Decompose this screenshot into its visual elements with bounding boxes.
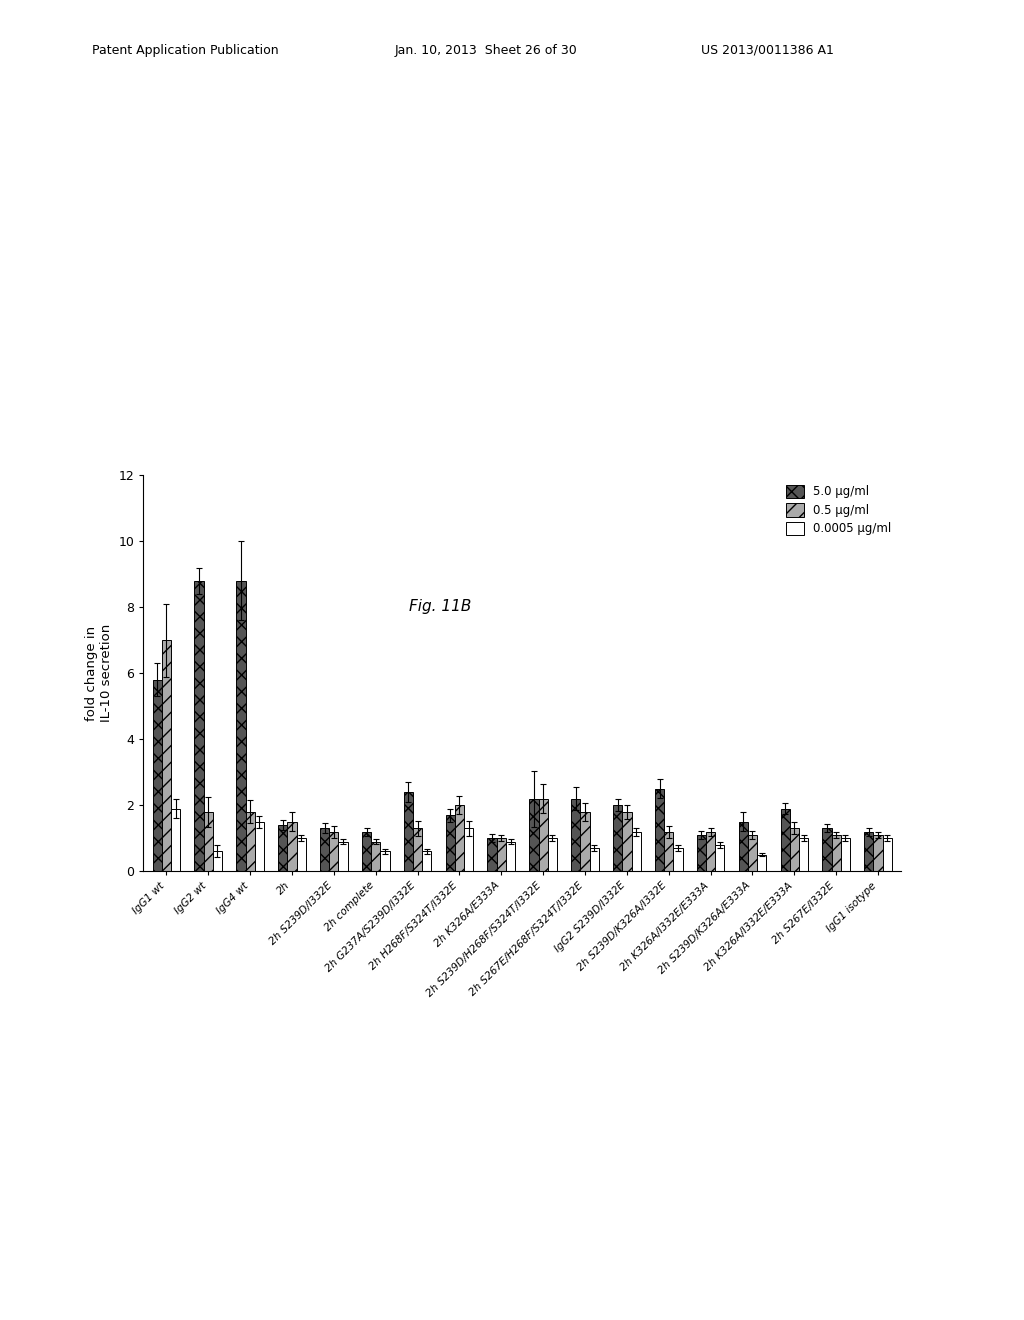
Bar — [246, 812, 255, 871]
Bar — [204, 812, 213, 871]
Bar — [831, 836, 841, 871]
Bar — [790, 829, 799, 871]
Bar — [279, 825, 288, 871]
Text: Fig. 11B: Fig. 11B — [410, 599, 471, 614]
Bar — [255, 821, 264, 871]
Text: Jan. 10, 2013  Sheet 26 of 30: Jan. 10, 2013 Sheet 26 of 30 — [394, 44, 577, 57]
Bar — [748, 836, 757, 871]
Bar — [822, 829, 831, 871]
Y-axis label: fold change in
IL-10 secretion: fold change in IL-10 secretion — [85, 624, 113, 722]
Bar — [506, 842, 515, 871]
Bar — [297, 838, 306, 871]
Bar — [445, 814, 455, 871]
Legend: 5.0 μg/ml, 0.5 μg/ml, 0.0005 μg/ml: 5.0 μg/ml, 0.5 μg/ml, 0.0005 μg/ml — [782, 480, 895, 539]
Bar — [497, 838, 506, 871]
Bar — [162, 640, 171, 871]
Bar — [665, 832, 674, 871]
Bar — [864, 832, 873, 871]
Bar — [487, 838, 497, 871]
Bar — [455, 805, 464, 871]
Bar — [715, 845, 724, 871]
Bar — [757, 855, 766, 871]
Bar — [696, 836, 706, 871]
Bar — [380, 851, 389, 871]
Bar — [213, 851, 222, 871]
Bar — [632, 832, 641, 871]
Bar — [195, 581, 204, 871]
Bar — [153, 680, 162, 871]
Bar — [288, 821, 297, 871]
Bar — [361, 832, 371, 871]
Bar — [883, 838, 892, 871]
Bar — [529, 799, 539, 871]
Bar — [613, 805, 623, 871]
Text: Patent Application Publication: Patent Application Publication — [92, 44, 279, 57]
Bar — [548, 838, 557, 871]
Bar — [571, 799, 581, 871]
Bar — [422, 851, 431, 871]
Bar — [706, 832, 715, 871]
Bar — [623, 812, 632, 871]
Bar — [655, 789, 665, 871]
Bar — [339, 842, 348, 871]
Bar — [371, 842, 380, 871]
Bar — [590, 847, 599, 871]
Bar — [674, 847, 683, 871]
Bar — [321, 829, 330, 871]
Bar — [171, 808, 180, 871]
Bar — [330, 832, 339, 871]
Bar — [738, 821, 748, 871]
Bar — [237, 581, 246, 871]
Bar — [539, 799, 548, 871]
Text: US 2013/0011386 A1: US 2013/0011386 A1 — [701, 44, 835, 57]
Bar — [403, 792, 413, 871]
Bar — [841, 838, 850, 871]
Bar — [780, 808, 790, 871]
Bar — [413, 829, 422, 871]
Bar — [581, 812, 590, 871]
Bar — [799, 838, 808, 871]
Bar — [873, 836, 883, 871]
Bar — [464, 829, 473, 871]
